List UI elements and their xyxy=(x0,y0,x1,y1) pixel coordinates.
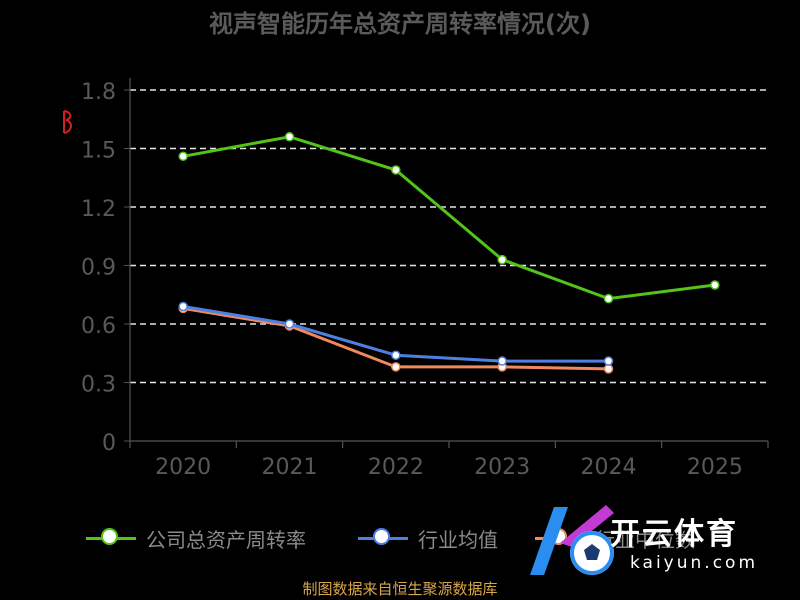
watermark-brand: 开云体育 xyxy=(610,517,738,552)
data-point-1-3 xyxy=(497,356,507,366)
legend: 公司总资产周转率 行业均值 行业中位数 xyxy=(0,522,800,554)
y-tick-label-5: 1.5 xyxy=(81,139,116,164)
data-point-2-2 xyxy=(391,362,401,372)
series-1 xyxy=(178,301,614,366)
x-tick-label-2020: 2020 xyxy=(155,455,211,480)
series-line-0 xyxy=(182,135,715,301)
data-point-1-0 xyxy=(178,301,188,312)
y-tick-label-3: 0.9 xyxy=(81,256,116,281)
y-tick-label-2: 0.6 xyxy=(81,314,116,339)
x-tick-label-2021: 2021 xyxy=(262,455,318,480)
y-tick-label-1: 0.3 xyxy=(81,373,116,398)
data-point-1-2 xyxy=(391,350,401,360)
series-0 xyxy=(178,132,720,304)
x-tick-label-2024: 2024 xyxy=(581,455,637,480)
data-point-0-0 xyxy=(178,151,188,162)
gridlines xyxy=(130,89,768,384)
y-tick-label-0: 0 xyxy=(102,431,116,456)
legend-label-company: 公司总资产周转率 xyxy=(146,527,306,552)
y-tick-label-4: 1.2 xyxy=(81,197,116,222)
watermark-logo-icon xyxy=(530,505,614,575)
axes: 0 0.3 0.6 0.9 1.2 1.5 1.8 2020 2021 2022 2023 2024 2… xyxy=(81,78,769,480)
y-tick-label-6: 1.8 xyxy=(81,80,116,105)
data-point-1-4 xyxy=(603,356,614,366)
legend-item-company[interactable]: 公司总资产周转率 xyxy=(86,522,306,554)
legend-label-industry-mean: 行业均值 xyxy=(418,527,498,552)
legend-swatch-company xyxy=(86,522,136,554)
y-axis-unit-mark xyxy=(63,110,72,134)
data-point-0-4 xyxy=(603,293,614,304)
data-point-2-4 xyxy=(603,364,614,374)
data-point-1-1 xyxy=(284,319,295,329)
source-note: 制图数据来自恒生聚源数据库 xyxy=(302,580,498,598)
data-point-0-3 xyxy=(497,254,507,265)
series-layer xyxy=(178,132,720,374)
chart-title: 视声智能历年总资产周转率情况(次) xyxy=(209,10,591,38)
x-tick-label-2022: 2022 xyxy=(368,455,424,480)
watermark-domain: kaiyun.com xyxy=(630,553,759,573)
data-point-0-1 xyxy=(284,132,295,142)
legend-swatch-industry-mean xyxy=(358,522,408,554)
data-point-0-5 xyxy=(710,280,720,290)
x-tick-label-2025: 2025 xyxy=(687,455,743,480)
watermark: 开云体育 kaiyun.com xyxy=(510,495,800,585)
x-tick-label-2023: 2023 xyxy=(474,455,530,480)
legend-item-industry-mean[interactable]: 行业均值 xyxy=(358,522,498,554)
data-point-0-2 xyxy=(391,165,401,175)
